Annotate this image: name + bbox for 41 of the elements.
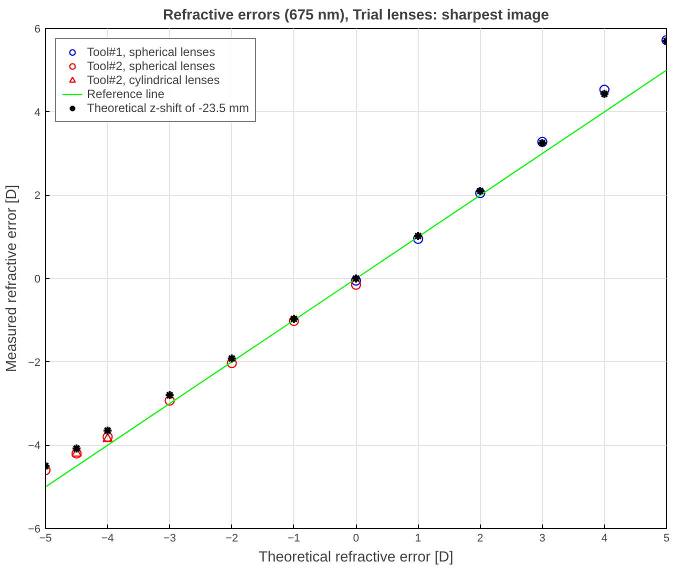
y-tick-label: 2 (34, 190, 41, 202)
point (350, 280, 362, 290)
x-tick-label: 0 (352, 532, 360, 544)
point (102, 426, 113, 436)
x-axis-title: Theoretical refractive error [D] (258, 550, 454, 566)
x-tick-label: −4 (101, 532, 114, 544)
point (164, 390, 175, 400)
point (351, 274, 361, 284)
point (288, 316, 299, 326)
x-tick-label: −3 (163, 532, 176, 544)
x-tick-label: −5 (39, 532, 52, 544)
point (226, 354, 237, 364)
y-tick-label: 0 (34, 274, 41, 286)
y-tick-label: −6 (28, 524, 41, 536)
x-tick-label: −2 (226, 532, 238, 544)
legend-label: Reference line (87, 87, 164, 101)
y-tick-label: −4 (28, 440, 41, 452)
legend-label: Tool#1, spherical lenses (87, 45, 216, 59)
legend-label: Tool#2, cylindrical lenses (87, 73, 220, 87)
legend-label: Tool#2, spherical lenses (87, 59, 216, 73)
point (350, 275, 362, 286)
point (475, 186, 486, 196)
x-tick-label: 5 (663, 532, 670, 544)
point (475, 188, 486, 198)
x-tick-label: 4 (601, 532, 608, 544)
y-tick-label: −2 (28, 356, 41, 369)
x-tick-label: 1 (415, 532, 422, 544)
point (599, 84, 610, 95)
point (599, 88, 610, 99)
point (164, 395, 175, 406)
y-axis-title: Measured refractive error [D] (4, 184, 20, 372)
y-tick-label: 4 (34, 106, 41, 119)
point (413, 231, 424, 241)
y-tick-label: 6 (34, 24, 41, 36)
point (288, 314, 299, 324)
legend-label: Theoretical z-shift of -23.5 mm (87, 101, 250, 115)
chart-title: Refractive errors (675 nm), Trial lenses: sharpest image (162, 8, 550, 24)
x-tick-label: 3 (539, 532, 546, 544)
x-tick-label: 2 (477, 532, 484, 544)
point (72, 444, 82, 454)
x-tick-label: −1 (288, 532, 300, 544)
